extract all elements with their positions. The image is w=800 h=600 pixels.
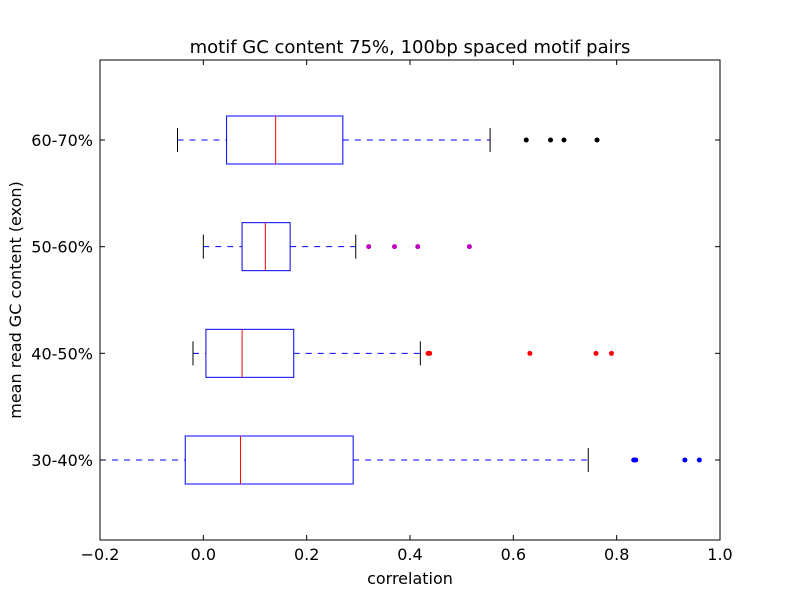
box-group [202,222,472,272]
box [184,435,354,485]
x-tick-label: 0.4 [397,545,422,564]
outlier-point [593,350,599,356]
box [226,115,344,165]
outlier-point [427,350,433,356]
outlier-point [523,137,529,143]
y-tick-label: 50-60% [31,238,93,257]
box [205,328,295,378]
plot-frame [99,59,721,541]
y-axis: 30-40% 40-50% 50-60% 60-70% [31,131,720,470]
x-tick-label: 0.6 [501,545,526,564]
x-axis-label: correlation [367,569,453,588]
x-tick-label: 0.0 [191,545,216,564]
y-axis-label: mean read GC content (exon) [6,181,25,419]
outlier-point [594,137,600,143]
outlier-point [682,457,688,463]
y-tick-label: 60-70% [31,131,93,150]
y-tick-label: 40-50% [31,344,93,363]
box-group [192,328,614,378]
outlier-point [609,350,614,356]
outlier-point [633,457,639,463]
x-tick-label: −0.2 [81,545,120,564]
y-tick-label: 30-40% [31,451,93,470]
box [241,222,291,272]
x-tick-label: 0.8 [604,545,629,564]
outlier-point [466,244,472,250]
outlier-point [527,350,533,356]
outlier-point [415,244,421,250]
outlier-point [696,457,702,463]
outlier-point [548,137,554,143]
box-group [177,115,600,165]
outlier-point [366,244,372,250]
x-tick-label: 1.0 [707,545,732,564]
outlier-point [392,244,397,250]
plot-area [99,115,702,485]
chart-title: motif GC content 75%, 100bp spaced motif… [190,37,631,58]
x-tick-label: 0.2 [294,545,319,564]
outlier-point [561,137,567,143]
box-group [99,435,702,485]
x-axis: −0.2 0.0 0.2 0.4 0.6 0.8 1.0 [81,60,733,564]
